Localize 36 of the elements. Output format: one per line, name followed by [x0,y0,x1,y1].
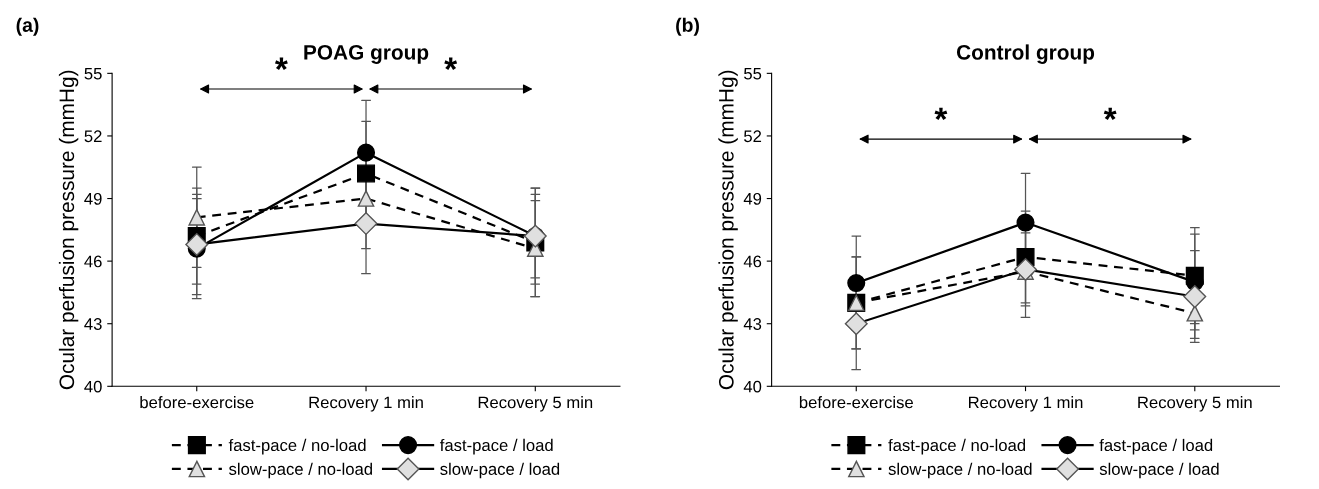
x-tick-label: Recovery 5 min [1138,396,1252,412]
x-tick-label: before-exercise [140,396,254,409]
y-tick-label: 40 [743,380,762,393]
legend-label: fast-pace / no-load [228,438,366,455]
text: (a) [16,17,39,36]
legend-label: fast-pace / load [439,438,553,455]
y-tick-label: 55 [84,67,102,80]
y-tick-label: 52 [84,130,102,143]
legend-label: slow-pace / no-load [229,462,372,479]
chart-title: POAG group [304,44,429,64]
y-tick-label: 52 [744,130,762,143]
y-tick-label: 55 [744,67,762,80]
legend-label: fast-pace / load [1099,438,1213,455]
x-tick-label: Recovery 1 min [309,396,423,412]
y-axis-title: Ocular perfusion pressure (mmHg) [58,70,79,390]
text: * [444,57,458,70]
y-tick-label: 46 [743,255,762,268]
legend-label: slow-pace / load [440,462,560,479]
y-tick-label: 43 [84,318,102,330]
text: (b) [676,17,699,36]
legend-label: slow-pace / load [1099,462,1219,479]
y-tick-label: 43 [743,318,762,330]
annotation: * [1103,107,1117,121]
legend-label: slow-pace / no-load [888,462,1032,479]
text: * [275,57,288,70]
annotation: * [934,107,948,121]
x-tick-label: before-exercise [799,396,913,409]
chart-title: Control group [956,44,1095,64]
y-tick-label: 49 [743,192,762,205]
x-tick-label: Recovery 1 min [969,396,1083,412]
y-axis-title: Ocular perfusion pressure (mmHg) [718,70,738,390]
legend-label: fast-pace / no-load [888,438,1026,455]
x-tick-label: Recovery 5 min [478,396,593,412]
y-tick-label: 46 [84,255,102,268]
y-tick-label: 49 [84,192,102,205]
y-tick-label: 40 [84,380,102,393]
